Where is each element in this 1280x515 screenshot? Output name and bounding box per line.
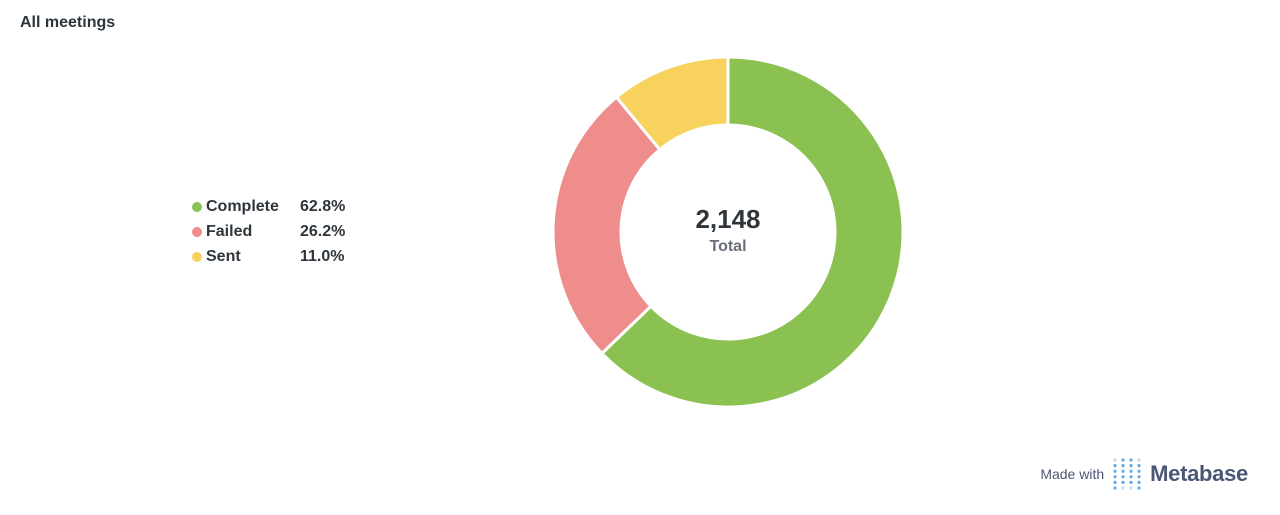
brand-name: Metabase bbox=[1150, 461, 1248, 486]
logo-dot bbox=[1113, 480, 1117, 484]
legend-percent-sent: 11.0% bbox=[300, 248, 345, 265]
logo-dot bbox=[1137, 464, 1141, 468]
legend-label-complete[interactable]: Complete bbox=[206, 198, 279, 215]
logo-dot bbox=[1121, 469, 1125, 473]
logo-dot bbox=[1121, 480, 1125, 484]
logo-dot bbox=[1137, 486, 1141, 490]
logo-dot bbox=[1129, 475, 1133, 479]
logo-dot bbox=[1129, 458, 1133, 462]
logo-dot bbox=[1113, 464, 1117, 468]
donut-slice-sent[interactable] bbox=[614, 55, 730, 152]
donut-slice-failed[interactable] bbox=[551, 95, 662, 356]
logo-dot bbox=[1121, 464, 1125, 468]
legend-dot-sent bbox=[192, 252, 202, 262]
logo-dot bbox=[1129, 469, 1133, 473]
legend-dot-failed bbox=[192, 227, 202, 237]
legend-label-sent[interactable]: Sent bbox=[206, 248, 241, 265]
logo-dot bbox=[1137, 475, 1141, 479]
logo-dot bbox=[1129, 486, 1133, 490]
logo-dot bbox=[1113, 475, 1117, 479]
logo-dot bbox=[1121, 475, 1125, 479]
logo-dot bbox=[1137, 469, 1141, 473]
legend-percent-failed: 26.2% bbox=[300, 223, 346, 240]
logo-dot bbox=[1137, 458, 1141, 462]
made-with-text: Made with bbox=[1040, 466, 1105, 482]
legend-label-failed[interactable]: Failed bbox=[206, 223, 253, 240]
card-title[interactable]: All meetings bbox=[20, 14, 116, 31]
made-with-badge[interactable]: Made with Metabase bbox=[1040, 457, 1248, 491]
legend-dot-complete bbox=[192, 202, 202, 212]
metabase-logo-icon bbox=[1113, 458, 1141, 490]
logo-dot bbox=[1121, 486, 1125, 490]
logo-dot bbox=[1113, 458, 1117, 462]
donut-slice-complete[interactable] bbox=[599, 55, 905, 409]
logo-dot bbox=[1137, 480, 1141, 484]
logo-dot bbox=[1129, 480, 1133, 484]
logo-dot bbox=[1113, 469, 1117, 473]
total-label: Total bbox=[709, 238, 747, 255]
logo-dot bbox=[1113, 486, 1117, 490]
legend-percent-complete: 62.8% bbox=[300, 198, 346, 215]
chart-legend: Complete 62.8% Failed 26.2% Sent 11.0% bbox=[192, 198, 345, 266]
logo-dot bbox=[1129, 464, 1133, 468]
total-value: 2,148 bbox=[695, 204, 761, 234]
logo-dot bbox=[1121, 458, 1125, 462]
